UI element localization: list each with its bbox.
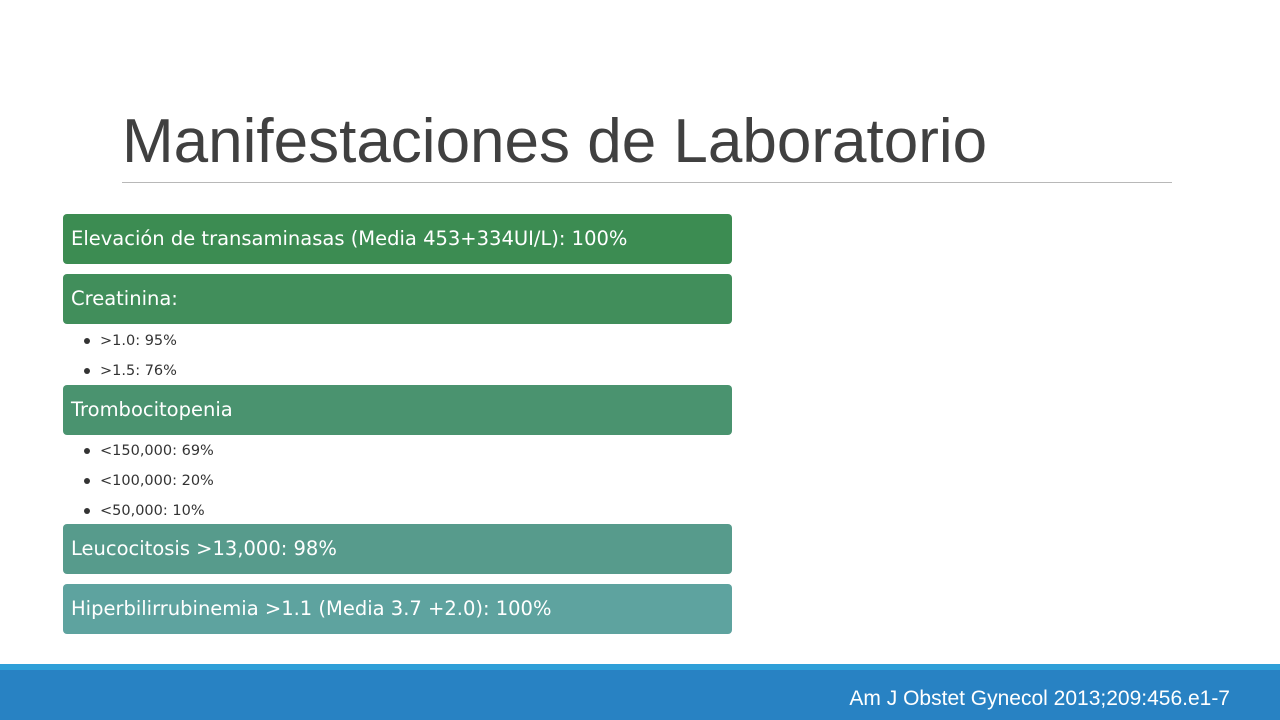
thrombocytopenia-bullet-list: <150,000: 69% <100,000: 20% <50,000: 10%	[78, 436, 214, 526]
bullet-dot-icon	[84, 448, 90, 454]
bullet-item: >1.5: 76%	[78, 356, 177, 386]
footer-band	[0, 670, 1280, 720]
bullet-dot-icon	[84, 478, 90, 484]
item-bar-leukocytosis: Leucocitosis >13,000: 98%	[63, 524, 732, 574]
citation-text: Am J Obstet Gynecol 2013;209:456.e1-7	[849, 687, 1230, 710]
bullet-dot-icon	[84, 368, 90, 374]
bullet-text: <50,000: 10%	[100, 503, 205, 519]
bullet-item: <150,000: 69%	[78, 436, 214, 466]
bullet-item: >1.0: 95%	[78, 326, 177, 356]
bullet-text: >1.0: 95%	[100, 333, 177, 349]
title-divider	[122, 182, 1172, 183]
item-bar-thrombocytopenia: Trombocitopenia	[63, 385, 732, 435]
footer-accent-stripe	[0, 664, 1280, 670]
bullet-text: >1.5: 76%	[100, 363, 177, 379]
bullet-item: <100,000: 20%	[78, 466, 214, 496]
bullet-text: <150,000: 69%	[100, 443, 214, 459]
bullet-dot-icon	[84, 508, 90, 514]
bullet-dot-icon	[84, 338, 90, 344]
bullet-text: <100,000: 20%	[100, 473, 214, 489]
item-bar-creatinine: Creatinina:	[63, 274, 732, 324]
item-bar-transaminases: Elevación de transaminasas (Media 453+33…	[63, 214, 732, 264]
item-bar-hyperbilirubinemia: Hiperbilirrubinemia >1.1 (Media 3.7 +2.0…	[63, 584, 732, 634]
bullet-item: <50,000: 10%	[78, 496, 214, 526]
slide-title: Manifestaciones de Laboratorio	[122, 107, 988, 176]
creatinine-bullet-list: >1.0: 95% >1.5: 76%	[78, 326, 177, 386]
